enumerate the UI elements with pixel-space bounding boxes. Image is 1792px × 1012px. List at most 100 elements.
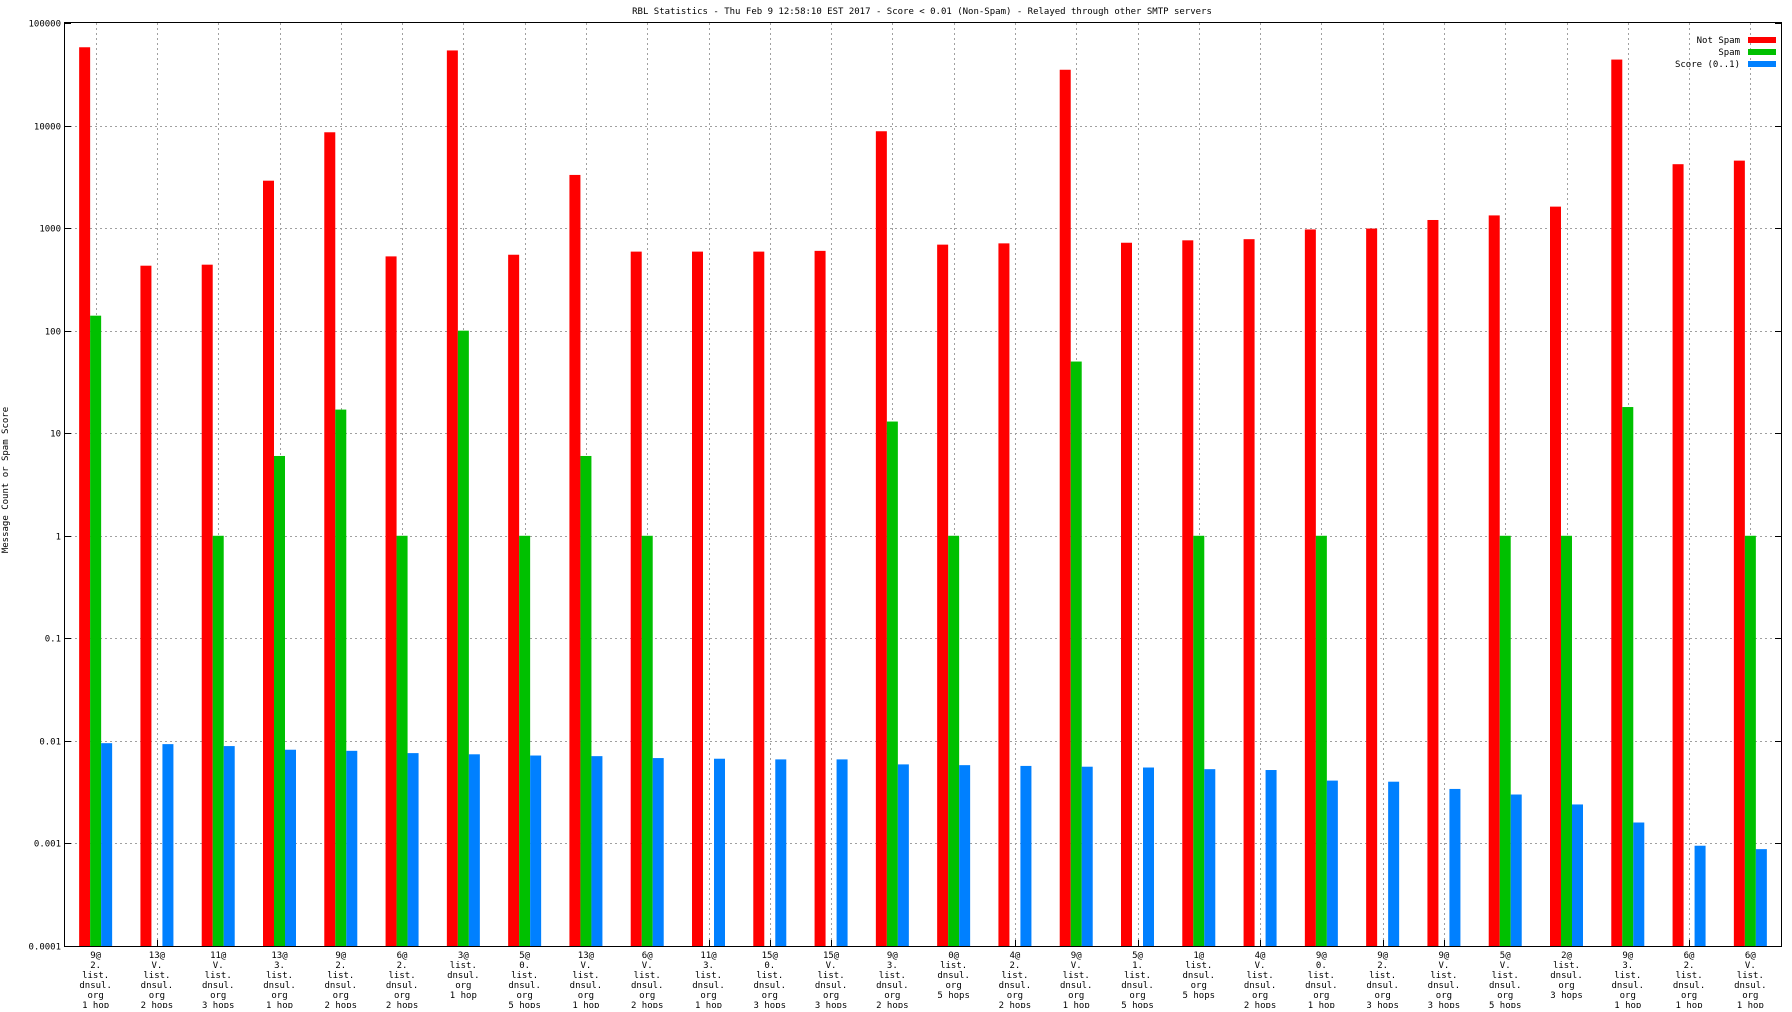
x-tick-label-line: V. [1255, 961, 1266, 971]
x-tick-label: 11@ V. list. dnsul. org 3 hops [202, 951, 235, 1008]
x-tick-label-line: 2. [1010, 961, 1021, 971]
bar-not-spam [1121, 242, 1132, 947]
x-tick-label-line: org [1497, 991, 1513, 1001]
x-tick-label: 5@ 1. list. dnsul. org 5 hops [1121, 951, 1154, 1008]
bar-not-spam [1550, 206, 1561, 947]
x-tick-label-line: 1 hop [450, 991, 477, 1001]
x-tick-label-line: 2. [1684, 961, 1695, 971]
bar-not-spam [263, 180, 274, 946]
x-tick-label-line: 9@ [90, 951, 101, 961]
bar-not-spam [753, 251, 765, 946]
x-tick-label-line: list. [327, 971, 354, 981]
x-tick-label-line: 9@ [1071, 951, 1082, 961]
x-tick-label-line: V. [1071, 961, 1082, 971]
x-tick-label-line: list. [389, 971, 416, 981]
bar-score-0-1 [285, 749, 296, 946]
x-tick-label-line: org [1375, 991, 1391, 1001]
bar-score-0-1 [101, 743, 113, 946]
x-tick-label-line: 2 hops [141, 1001, 174, 1008]
x-tick-label-line: list. [1492, 971, 1519, 981]
x-tick-label-line: 1 hop [1737, 1001, 1764, 1008]
x-tick-label-line: list. [1001, 971, 1028, 981]
x-tick-label: 13@ V. list. dnsul. org 1 hop [570, 951, 603, 1008]
x-tick-label-line: 1 hop [1063, 1001, 1090, 1008]
bar-not-spam [508, 254, 520, 947]
x-tick-label-line: dnsul. [1489, 981, 1522, 991]
x-tick-label-line: V. [1745, 961, 1756, 971]
x-tick-label-line: 0@ [948, 951, 959, 961]
x-tick-label-line: 9@ [335, 951, 346, 961]
x-tick-label-line: 1 hop [1308, 1001, 1335, 1008]
bar-not-spam [1672, 164, 1684, 947]
x-tick-label: 9@ 0. list. dnsul. org 1 hop [1305, 951, 1338, 1008]
x-tick-label-line: org [946, 981, 962, 991]
x-tick-label-line: dnsul. [447, 971, 480, 981]
bar-not-spam [324, 132, 336, 947]
x-tick-label-line: V. [642, 961, 653, 971]
x-tick-label-line: 5 hops [508, 1001, 541, 1008]
bar-score-0-1 [1081, 766, 1093, 946]
legend-label: Spam [1718, 48, 1740, 58]
bar-spam [641, 535, 653, 946]
legend: Not Spam Spam Score (0..1) [1675, 36, 1776, 70]
x-tick-label-line: 9@ [1377, 951, 1388, 961]
x-tick-label-line: dnsul. [631, 981, 664, 991]
x-tick-label-line: 3. [1622, 961, 1633, 971]
x-tick-label: 9@ 3. list. dnsul. org 1 hop [1612, 951, 1645, 1008]
y-tick-label: 0.01 [39, 738, 61, 748]
x-tick-label-line: V. [1500, 961, 1511, 971]
x-tick-label-line: org [823, 991, 839, 1001]
x-tick-label-line: 1. [1132, 961, 1143, 971]
x-tick-label-line: 6@ [1684, 951, 1695, 961]
x-tick-label: 13@ 3. list. dnsul. org 1 hop [263, 951, 296, 1008]
x-tick-label-line: list. [511, 971, 538, 981]
x-tick-label: 15@ 0. list. dnsul. org 3 hops [754, 951, 787, 1008]
x-tick-label: 0@ list. dnsul. org 5 hops [937, 951, 970, 1001]
x-tick-label: 5@ V. list. dnsul. org 5 hops [1489, 951, 1522, 1008]
bar-not-spam [630, 251, 642, 946]
x-tick-label-line: dnsul. [1060, 981, 1093, 991]
x-tick-label-line: 13@ [271, 951, 288, 961]
x-tick-label-line: dnsul. [325, 981, 358, 991]
x-tick-label-line: V. [581, 961, 592, 971]
x-tick-label-line: 4@ [1255, 951, 1266, 961]
bar-not-spam [1733, 160, 1745, 946]
bar-spam [948, 535, 960, 946]
bar-not-spam [446, 50, 458, 946]
bar-score-0-1 [652, 758, 664, 946]
x-tick-label-line: 3@ [458, 951, 469, 961]
legend-swatch [1748, 37, 1776, 43]
x-tick-label-line: V. [826, 961, 837, 971]
x-tick-label-line: 5@ [519, 951, 530, 961]
x-tick-label-line: dnsul. [1673, 981, 1706, 991]
x-tick-label-line: 13@ [578, 951, 595, 961]
bar-not-spam [1611, 59, 1623, 946]
bar-not-spam [1304, 229, 1316, 946]
x-tick-label-line: 1 hop [695, 1001, 722, 1008]
bar-spam [396, 535, 408, 946]
bar-spam [1499, 535, 1511, 946]
x-tick-label-line: 3 hops [754, 1001, 787, 1008]
bar-score-0-1 [775, 759, 787, 946]
bar-not-spam [569, 174, 581, 946]
x-tick-label: 6@ 2. list. dnsul. org 2 hops [386, 951, 419, 1008]
x-tick-label-line: 4@ [1010, 951, 1021, 961]
x-tick-label-line: 5 hops [1121, 1001, 1154, 1008]
x-tick-label-line: list. [1553, 961, 1580, 971]
bar-spam [457, 330, 469, 947]
bar-spam [519, 535, 531, 946]
x-tick-label-line: 5@ [1132, 951, 1143, 961]
x-tick-label-line: org [884, 991, 900, 1001]
x-tick-label-line: 3 hops [202, 1001, 235, 1008]
x-tick-label-line: 3. [703, 961, 714, 971]
x-tick-label: 9@ 2. list. dnsul. org 2 hops [325, 951, 358, 1008]
bar-spam [1622, 407, 1634, 946]
x-tick-label: 3@ list. dnsul. org 1 hop [447, 951, 480, 1001]
x-tick-label-line: 5 hops [1489, 1001, 1522, 1008]
x-tick-label-line: list. [1614, 971, 1641, 981]
x-tick-label-line: org [1313, 991, 1329, 1001]
y-tick-label: 0.001 [34, 840, 61, 850]
x-tick-label: 4@ 2. list. dnsul. org 2 hops [999, 951, 1032, 1008]
y-tick-label: 100000 [28, 20, 61, 30]
